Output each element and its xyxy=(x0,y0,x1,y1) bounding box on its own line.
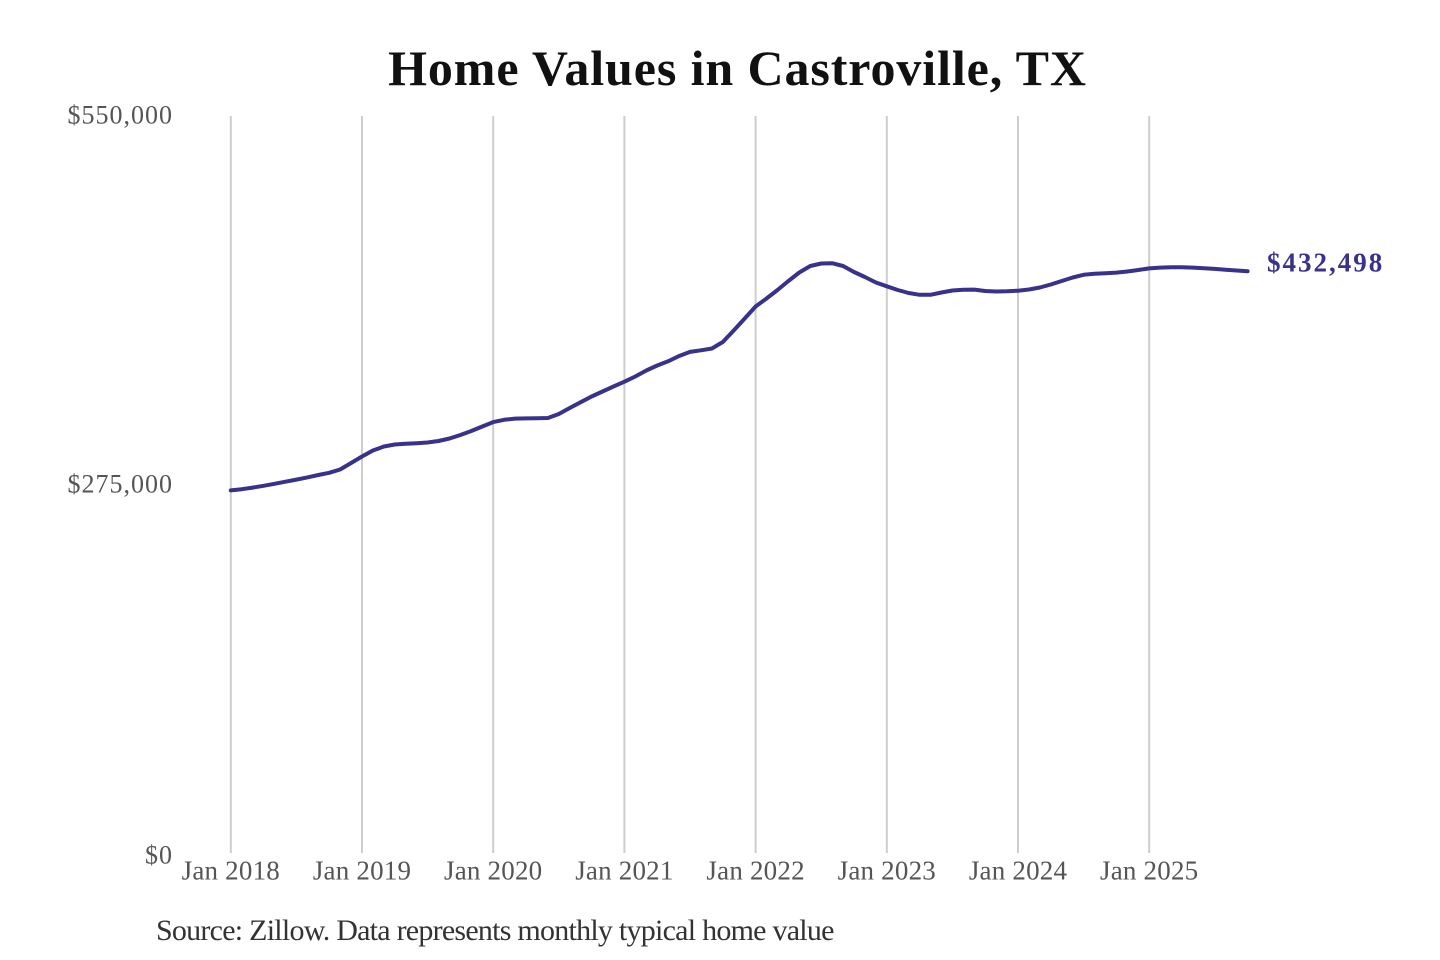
svg-text:Home Values in Castroville, TX: Home Values in Castroville, TX xyxy=(388,40,1087,96)
svg-text:Jan 2023: Jan 2023 xyxy=(838,856,936,886)
svg-text:$0: $0 xyxy=(145,841,173,870)
svg-text:Jan 2020: Jan 2020 xyxy=(444,856,542,886)
svg-text:Jan 2022: Jan 2022 xyxy=(706,856,804,886)
svg-text:Jan 2025: Jan 2025 xyxy=(1100,856,1198,886)
svg-text:$432,498: $432,498 xyxy=(1267,248,1384,278)
svg-text:Source: Zillow. Data represent: Source: Zillow. Data represents monthly … xyxy=(156,914,834,947)
svg-text:Jan 2021: Jan 2021 xyxy=(575,856,673,886)
svg-text:Jan 2018: Jan 2018 xyxy=(182,856,280,886)
svg-text:Jan 2019: Jan 2019 xyxy=(313,856,411,886)
svg-text:Jan 2024: Jan 2024 xyxy=(969,856,1068,886)
svg-text:$275,000: $275,000 xyxy=(68,470,174,499)
svg-text:$550,000: $550,000 xyxy=(68,101,174,130)
